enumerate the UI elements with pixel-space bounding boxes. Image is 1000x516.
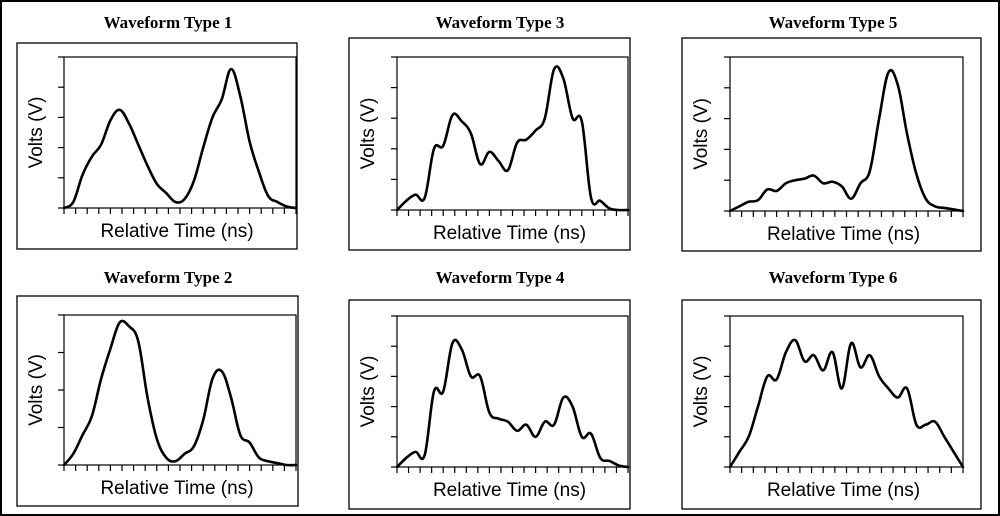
panel-title: Waveform Type 6 [769, 268, 898, 287]
panel-title: Waveform Type 4 [436, 268, 565, 287]
x-axis-label: Relative Time (ns) [767, 224, 920, 245]
panel-frame [681, 299, 982, 510]
x-axis-label: Relative Time (ns) [100, 478, 253, 499]
waveform-line [728, 68, 965, 213]
x-axis-label: Relative Time (ns) [433, 223, 586, 244]
waveform-panel-4: Waveform Type 4 Relative Time (ns) Volts (… [348, 268, 631, 510]
waveform-panel-2: Waveform Type 2 Relative Time (ns) Volts (… [16, 268, 299, 507]
panel-title: Waveform Type 5 [769, 13, 898, 32]
waveform-line [728, 338, 965, 469]
x-axis-label: Relative Time (ns) [767, 480, 920, 501]
panel-title: Waveform Type 3 [436, 13, 565, 32]
y-axis-label: Volts (V) [691, 356, 712, 428]
waveform-line [62, 319, 298, 467]
waveform-line [395, 338, 630, 469]
waveform-panel-5: Waveform Type 5 Relative Time (ns) Volts (… [681, 13, 982, 252]
panel-frame [16, 295, 299, 507]
panel-title: Waveform Type 1 [104, 13, 233, 32]
waveform-line [395, 65, 630, 212]
waveform-panel-6: Waveform Type 6 Relative Time (ns) Volts (… [681, 268, 982, 510]
panel-frame [16, 42, 298, 250]
x-axis-label: Relative Time (ns) [100, 221, 253, 242]
waveform-panel-1: Waveform Type 1 Relative Time (ns) Volts (… [16, 13, 298, 250]
y-axis-label: Volts (V) [26, 97, 47, 169]
panel-frame [348, 299, 631, 510]
panel-frame [348, 37, 631, 251]
y-axis-label: Volts (V) [358, 98, 379, 170]
panel-frame [681, 37, 982, 252]
y-axis-label: Volts (V) [358, 356, 379, 428]
waveform-line [62, 67, 298, 210]
waveform-panel-3: Waveform Type 3 Relative Time (ns) Volts (… [348, 13, 631, 251]
panel-title: Waveform Type 2 [104, 268, 233, 287]
y-axis-label: Volts (V) [691, 98, 712, 170]
x-axis-label: Relative Time (ns) [433, 480, 586, 501]
y-axis-label: Volts (V) [26, 354, 47, 426]
